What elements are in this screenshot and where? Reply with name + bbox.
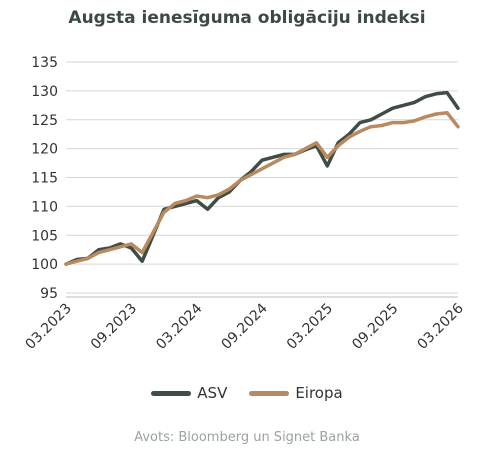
- x-tick-label: 09.2023: [88, 301, 140, 353]
- x-tick-label: 09.2025: [349, 301, 401, 353]
- y-tick-label: 120: [31, 142, 58, 158]
- y-tick-label: 135: [31, 55, 58, 71]
- y-tick-label: 125: [31, 113, 58, 129]
- y-tick-label: 115: [31, 171, 58, 187]
- legend-swatch-asv: [151, 390, 192, 396]
- x-axis-ticks: 03.2023 09.2023 03.2024 09.2024 03.2025 09.20…: [23, 300, 467, 352]
- gridlines: [66, 61, 458, 298]
- legend-label-eiropa: Eiropa: [295, 384, 343, 402]
- y-axis-ticks: 95 100 105 110 115 120 125 130 135: [31, 55, 58, 302]
- legend: ASV Eiropa: [0, 384, 494, 402]
- legend-swatch-eiropa: [249, 390, 290, 396]
- y-tick-label: 105: [31, 228, 58, 244]
- chart-title: Augsta ienesīguma obligāciju indeksi: [68, 8, 426, 28]
- legend-item-eiropa: Eiropa: [249, 384, 343, 402]
- y-tick-label: 100: [31, 257, 58, 273]
- source-note: Avots: Bloomberg un Signet Banka: [134, 430, 360, 445]
- x-tick-label: 09.2024: [219, 300, 271, 352]
- series-line-asv: [64, 90, 460, 266]
- legend-label-asv: ASV: [197, 384, 228, 402]
- y-tick-label: 95: [40, 286, 58, 302]
- y-tick-label: 130: [31, 84, 58, 100]
- x-tick-label: 03.2023: [23, 301, 75, 353]
- series-lines: [64, 90, 460, 266]
- legend-item-asv: ASV: [151, 384, 227, 402]
- y-tick-label: 110: [31, 199, 58, 215]
- x-tick-label: 03.2025: [284, 301, 336, 353]
- x-tick-label: 03.2024: [153, 300, 205, 352]
- series-line-eiropa: [64, 111, 460, 266]
- x-tick-label: 03.2026: [415, 300, 467, 352]
